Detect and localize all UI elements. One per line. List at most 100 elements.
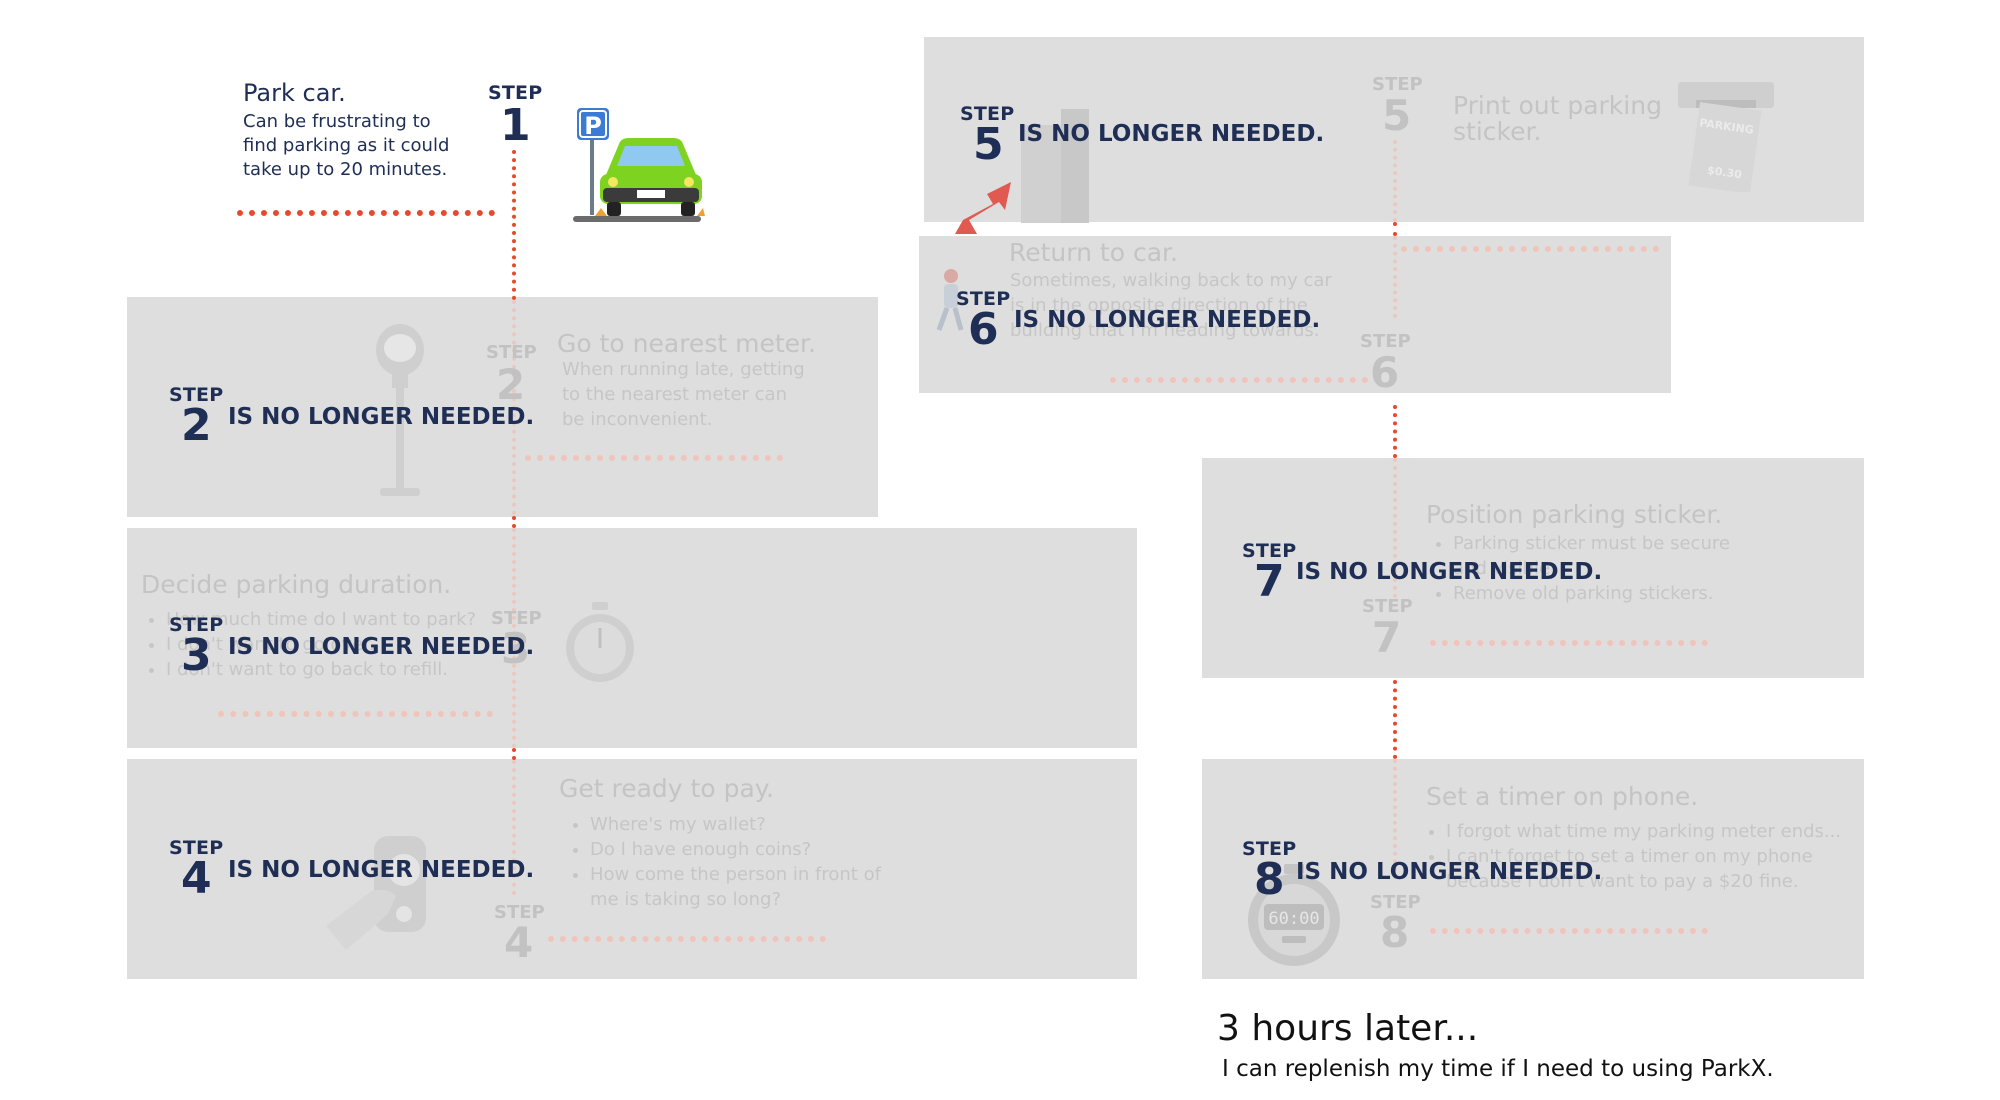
- step5-faded-title: Print out parking sticker.: [1453, 91, 1662, 146]
- step3-faded-bullets: How much time do I want to park? I don't…: [142, 607, 506, 682]
- step6-faded-step-number: 6: [1370, 348, 1400, 397]
- step6-number: 6: [968, 304, 999, 355]
- timer-icon: 60:00: [1248, 864, 1340, 966]
- step4-faded-title: Get ready to pay.: [559, 774, 774, 803]
- step5-label: STEP: [960, 103, 1015, 125]
- coin-payment-icon: [326, 836, 426, 950]
- step2-faded-desc: When running late, getting to the neares…: [562, 359, 805, 430]
- step3-removed-text: IS NO LONGER NEEDED.: [228, 634, 535, 660]
- step4-number: 4: [181, 853, 212, 904]
- step8-faded-title: Set a timer on phone.: [1426, 782, 1699, 811]
- timer-display: 60:00: [1268, 909, 1319, 929]
- step7-faded-bullets: Parking sticker must be secure and visib…: [1429, 531, 1753, 606]
- step6-faded-title: Return to car.: [1009, 238, 1178, 267]
- left-timeline-faded-b: [512, 528, 516, 748]
- step8-faded-bullets: I forgot what time my parking meter ends…: [1422, 819, 1856, 894]
- step3-bullet: I don't want to go back to refill.: [166, 657, 506, 682]
- step5-number: 5: [973, 119, 1004, 170]
- step3-faded-step-label: STEP: [491, 608, 542, 629]
- step2-number: 2: [181, 400, 212, 451]
- step3-faded-step-number: 3: [501, 624, 531, 673]
- step2-faded-title: Go to nearest meter.: [557, 329, 816, 358]
- step7-number: 7: [1254, 556, 1285, 607]
- step2-label: STEP: [169, 384, 224, 406]
- stopwatch-icon: [566, 602, 634, 682]
- building-icon: [1021, 109, 1089, 223]
- step4-faded-step-label: STEP: [494, 902, 545, 923]
- right-timeline-faded-d: [1393, 759, 1397, 879]
- step7-faded-step-label: STEP: [1362, 596, 1413, 617]
- step2-faded-step-label: STEP: [486, 342, 537, 363]
- step8-bullet: I forgot what time my parking meter ends…: [1446, 819, 1856, 844]
- right-timeline-faded-c: [1393, 458, 1397, 598]
- outro-title: 3 hours later...: [1217, 1008, 1479, 1049]
- step4-faded-connector: [548, 936, 826, 942]
- left-timeline-red-b: [512, 748, 516, 760]
- step8-label: STEP: [1242, 838, 1297, 860]
- step3-faded-title: Decide parking duration.: [141, 570, 452, 599]
- step6-removed-text: IS NO LONGER NEEDED.: [1014, 307, 1321, 333]
- step4-faded-bullets: Where's my wallet? Do I have enough coin…: [566, 812, 890, 912]
- left-timeline-faded-c: [512, 760, 516, 895]
- step7-faded-step-number: 7: [1372, 613, 1402, 662]
- left-timeline-line: [512, 150, 516, 300]
- intro-title: Park car.: [243, 79, 346, 107]
- step4-bullet: How come the person in front of me is ta…: [590, 862, 890, 912]
- right-timeline-red-c: [1393, 680, 1397, 759]
- step2-faded-connector: [525, 455, 783, 461]
- step5-removed-text: IS NO LONGER NEEDED.: [1018, 121, 1325, 147]
- step5-faded-step-number: 5: [1382, 91, 1412, 140]
- outro-subtitle: I can replenish my time if I need to usi…: [1222, 1056, 1774, 1082]
- step7-bullet: Parking sticker must be secure and visib…: [1453, 531, 1753, 581]
- step4-panel: [127, 759, 1137, 979]
- step6-panel: [919, 236, 1671, 393]
- step6-label: STEP: [956, 288, 1011, 310]
- step1-label: STEP: [488, 82, 543, 104]
- step4-label: STEP: [169, 837, 224, 859]
- parking-meter-icon: [376, 324, 424, 496]
- parking-sticker-icon: PARKING $0.30: [1678, 82, 1774, 192]
- walking-person-icon: [936, 269, 964, 331]
- left-timeline-red-a: [512, 516, 516, 528]
- step4-bullet: Where's my wallet?: [590, 812, 890, 837]
- step5-faded-connector: [1401, 246, 1659, 252]
- step1-number: 1: [500, 100, 531, 151]
- step7-bullet: Remove old parking stickers.: [1453, 581, 1753, 606]
- right-timeline-faded-b: [1393, 236, 1397, 318]
- step4-faded-step-number: 4: [504, 918, 534, 967]
- sticker-price: $0.30: [1706, 164, 1743, 182]
- parking-car-icon: P: [573, 108, 705, 222]
- step5-faded-step-label: STEP: [1372, 74, 1423, 95]
- step7-removed-text: IS NO LONGER NEEDED.: [1296, 559, 1603, 585]
- intro-description: Can be frustrating to find parking as it…: [243, 111, 450, 180]
- right-timeline-faded-a: [1393, 140, 1397, 222]
- step4-bullet: Do I have enough coins?: [590, 837, 890, 862]
- step7-faded-connector: [1430, 640, 1708, 646]
- step2-panel: [127, 297, 878, 517]
- red-arrow-icon: [955, 182, 1011, 234]
- step3-bullet: I don't want to go over.: [166, 632, 506, 657]
- step8-removed-text: IS NO LONGER NEEDED.: [1296, 859, 1603, 885]
- step3-bullet: How much time do I want to park?: [166, 607, 506, 632]
- step3-label: STEP: [169, 614, 224, 636]
- right-timeline-red-a: [1393, 222, 1397, 236]
- step3-faded-connector: [218, 711, 493, 717]
- step8-bullet: I can't forget to set a timer on my phon…: [1446, 844, 1856, 894]
- step8-faded-step-number: 8: [1380, 908, 1410, 957]
- right-timeline-red-b: [1393, 405, 1397, 458]
- step6-faded-connector: [1110, 377, 1368, 383]
- step8-number: 8: [1254, 854, 1285, 905]
- step6-faded-desc: Sometimes, walking back to my car is in …: [1010, 270, 1332, 341]
- step2-faded-step-number: 2: [496, 360, 526, 409]
- left-timeline-faded-a: [512, 300, 516, 515]
- step7-label: STEP: [1242, 540, 1297, 562]
- step6-faded-step-label: STEP: [1360, 331, 1411, 352]
- parking-sign-letter: P: [584, 112, 602, 140]
- step8-faded-connector: [1430, 928, 1708, 934]
- step7-faded-title: Position parking sticker.: [1426, 500, 1723, 529]
- intro-connector-line: [237, 210, 495, 216]
- step8-faded-step-label: STEP: [1370, 892, 1421, 913]
- step2-removed-text: IS NO LONGER NEEDED.: [228, 404, 535, 430]
- step3-number: 3: [181, 630, 212, 681]
